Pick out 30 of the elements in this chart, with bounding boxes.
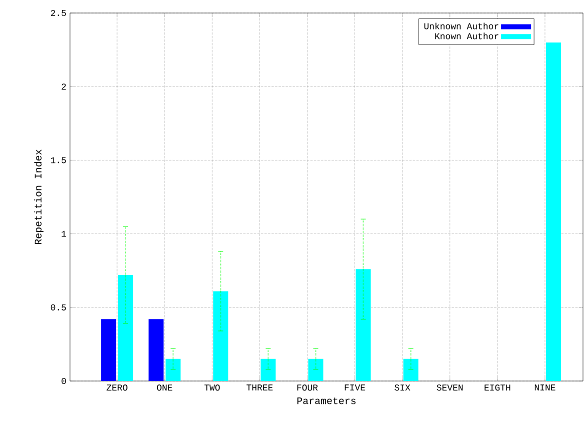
y-axis-title: Repetition Index [34,150,44,244]
x-tick-label: TWO [204,384,220,391]
x-tick-label: EIGTH [484,384,510,391]
y-tick-label: 0.5 [50,304,66,310]
bar [213,291,228,381]
bar [260,358,276,381]
bar [308,358,324,381]
x-tick-label: FIVE [344,384,366,390]
bar [148,319,164,381]
y-tick-label: 1.5 [50,157,66,164]
y-tick-label: 2.5 [50,10,66,16]
y-tick-label: 0 [62,378,66,384]
y-tick-label: 1 [62,230,66,237]
bar [546,42,561,381]
x-tick-label: FOUR [297,384,318,391]
x-tick-label: ZERO [106,384,128,391]
bar [166,358,181,381]
x-tick-label: SIX [394,384,410,391]
bar [356,269,371,381]
bar [101,319,116,381]
x-tick-label: ONE [156,384,172,391]
x-axis-title: Parameters [297,397,356,404]
bar [118,275,134,381]
bar [403,358,418,381]
y-tick-label: 2 [62,84,66,90]
x-tick-label: NINE [534,384,556,390]
legend-label: Unknown Author [424,22,498,30]
x-tick-label: THREE [246,384,273,390]
x-tick-label: SEVEN [436,384,463,391]
legend-label: Known Author [435,32,498,40]
